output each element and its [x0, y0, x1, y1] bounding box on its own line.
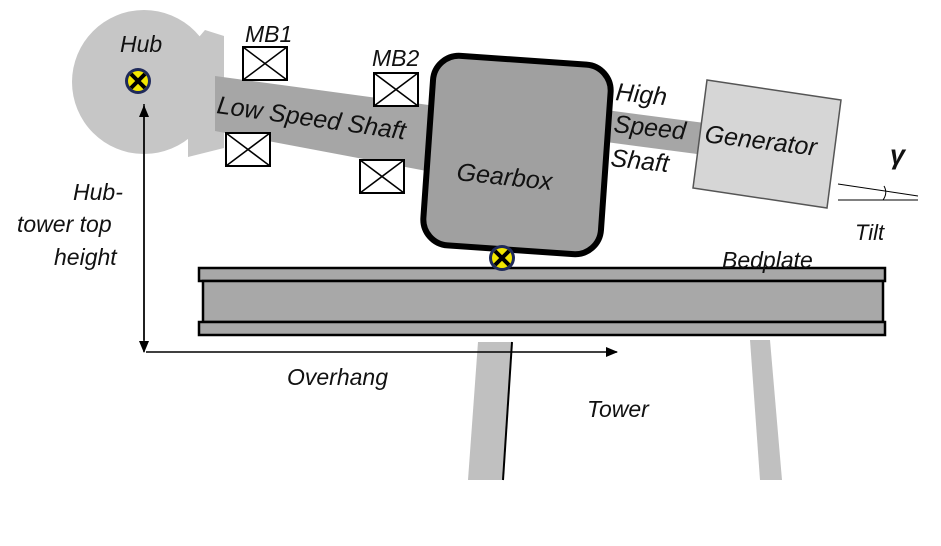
bedplate [197, 266, 887, 337]
tower [468, 340, 782, 481]
hub-tower-top-height-label-line-1: Hub- [73, 179, 123, 205]
hub-tower-top-height-label-line-3: height [54, 244, 118, 270]
main-bearing-1-lower [225, 132, 271, 167]
hub-center-marker [125, 68, 151, 94]
hub-label: Hub [120, 31, 162, 57]
high-speed-shaft [606, 110, 720, 157]
generator [692, 79, 842, 209]
tower-left-edge [502, 341, 513, 481]
tower-right-leg [750, 340, 782, 480]
mb1-label: MB1 [245, 21, 292, 47]
main-bearing-1-upper [242, 46, 288, 81]
tower-label: Tower [587, 396, 650, 422]
bedplate-bottom-flange [197, 320, 887, 337]
tilt-indicator [837, 183, 919, 201]
main-bearing-2 [359, 72, 419, 194]
main-bearing-1 [225, 46, 288, 167]
tower-left-leg [468, 342, 512, 480]
main-bearing-2-upper [373, 72, 419, 107]
hub-tower-top-height-label-line-2: tower top [17, 211, 112, 237]
gearbox [420, 52, 614, 258]
gearbox-support-marker [489, 245, 515, 271]
tilt-angle-arc [882, 185, 887, 201]
main-bearing-2-lower [359, 159, 405, 194]
high-speed-shaft-label-line-1: High [614, 78, 668, 111]
bedplate-label: Bedplate [722, 247, 813, 273]
tilt-angled-line [837, 183, 919, 197]
gamma-label: γ [890, 140, 907, 170]
mb2-label: MB2 [372, 45, 420, 71]
tilt-label: Tilt [855, 220, 885, 245]
high-speed-shaft-label-line-3: Shaft [609, 144, 671, 178]
bedplate-web [201, 279, 885, 324]
overhang-label: Overhang [287, 364, 388, 390]
